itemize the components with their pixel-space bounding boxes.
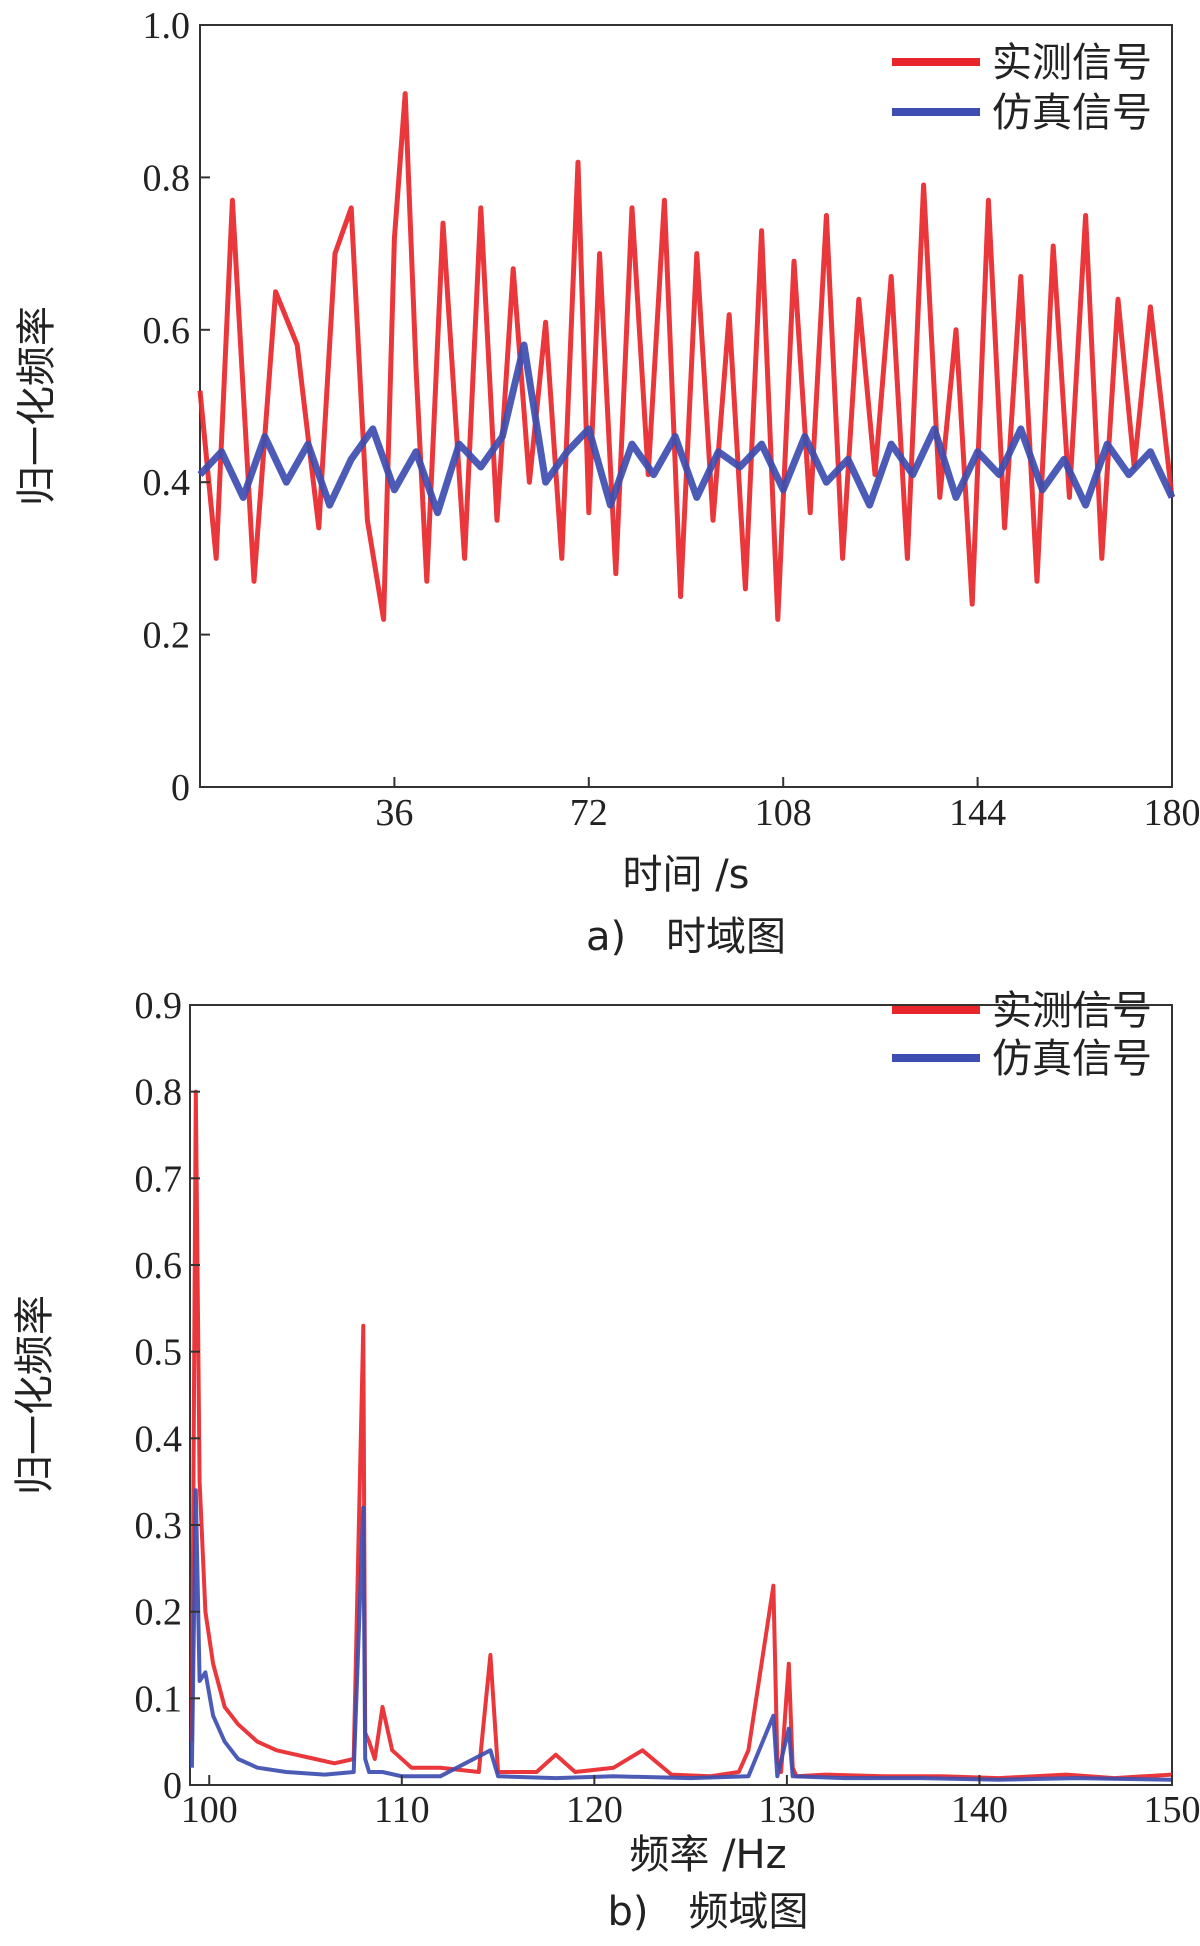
series-lines — [197, 91, 1176, 622]
y-tick-label: 0.9 — [135, 985, 183, 1027]
x-tick-label: 140 — [951, 1789, 1008, 1831]
y-tick-label: 0.6 — [135, 1245, 183, 1287]
x-tick-label: 150 — [1144, 1789, 1200, 1831]
y-tick-label: 0.6 — [143, 310, 191, 352]
time-domain-chart: 0 0.2 0.4 0.6 0.8 1.0 36 72 108 144 180 时间 /s 归一化… — [14, 5, 1200, 960]
x-tick-label: 100 — [181, 1789, 238, 1831]
legend-label: 实测信号 — [992, 988, 1152, 1034]
x-tick-label: 72 — [570, 792, 608, 834]
y-tick-label: 1.0 — [143, 5, 191, 47]
series-lines — [189, 1089, 1173, 1782]
x-tick-label: 144 — [949, 792, 1006, 834]
y-tick-label: 0.5 — [135, 1332, 183, 1374]
legend-label: 仿真信号 — [992, 90, 1152, 136]
x-tick-label: 180 — [1144, 792, 1200, 834]
x-ticks: 100 110 120 130 140 150 — [181, 1775, 1200, 1831]
x-tick-label: 130 — [758, 1789, 815, 1831]
y-tick-label: 0.2 — [135, 1592, 183, 1634]
x-tick-label: 36 — [375, 792, 413, 834]
series-line-1 — [197, 91, 1175, 622]
series-line-1 — [189, 1089, 1173, 1781]
plot-frame — [189, 1004, 1173, 1786]
series-line-2 — [197, 341, 1176, 517]
y-tick-label: 0.2 — [143, 615, 191, 657]
frequency-domain-chart: 0 0.1 0.2 0.3 0.4 0.5 0.6 0.7 0.8 0.9 100 110 120 13… — [12, 985, 1200, 1935]
y-tick-label: 0.8 — [135, 1072, 183, 1114]
y-tick-label: 0.8 — [143, 157, 191, 199]
x-axis-label: 时间 /s — [622, 852, 749, 898]
x-ticks: 36 72 108 144 180 — [375, 777, 1200, 834]
legend: 实测信号 仿真信号 — [892, 40, 1152, 136]
series-line-2 — [189, 1488, 1173, 1782]
y-tick-label: 0 — [163, 1765, 182, 1807]
x-tick-label: 108 — [755, 792, 812, 834]
panel-caption: a) 时域图 — [586, 914, 786, 960]
y-axis-label: 归一化频率 — [12, 1295, 58, 1495]
legend-label: 实测信号 — [992, 40, 1152, 86]
x-axis-label: 频率 /Hz — [629, 1832, 786, 1878]
panel-caption: b) 频域图 — [608, 1889, 809, 1935]
x-tick-label: 110 — [374, 1789, 430, 1831]
y-axis-label: 归一化频率 — [14, 306, 60, 506]
legend-label: 仿真信号 — [992, 1036, 1152, 1082]
y-tick-label: 0.4 — [143, 462, 191, 504]
y-tick-label: 0.7 — [135, 1158, 183, 1200]
legend: 实测信号 仿真信号 — [892, 988, 1152, 1082]
y-tick-label: 0.4 — [135, 1418, 183, 1460]
x-tick-label: 120 — [566, 1789, 623, 1831]
y-ticks: 0 0.2 0.4 0.6 0.8 1.0 — [143, 5, 210, 809]
y-ticks: 0 0.1 0.2 0.3 0.4 0.5 0.6 0.7 0.8 0.9 — [135, 985, 200, 1807]
y-tick-label: 0 — [171, 767, 190, 809]
y-tick-label: 0.1 — [135, 1678, 183, 1720]
y-tick-label: 0.3 — [135, 1505, 183, 1547]
